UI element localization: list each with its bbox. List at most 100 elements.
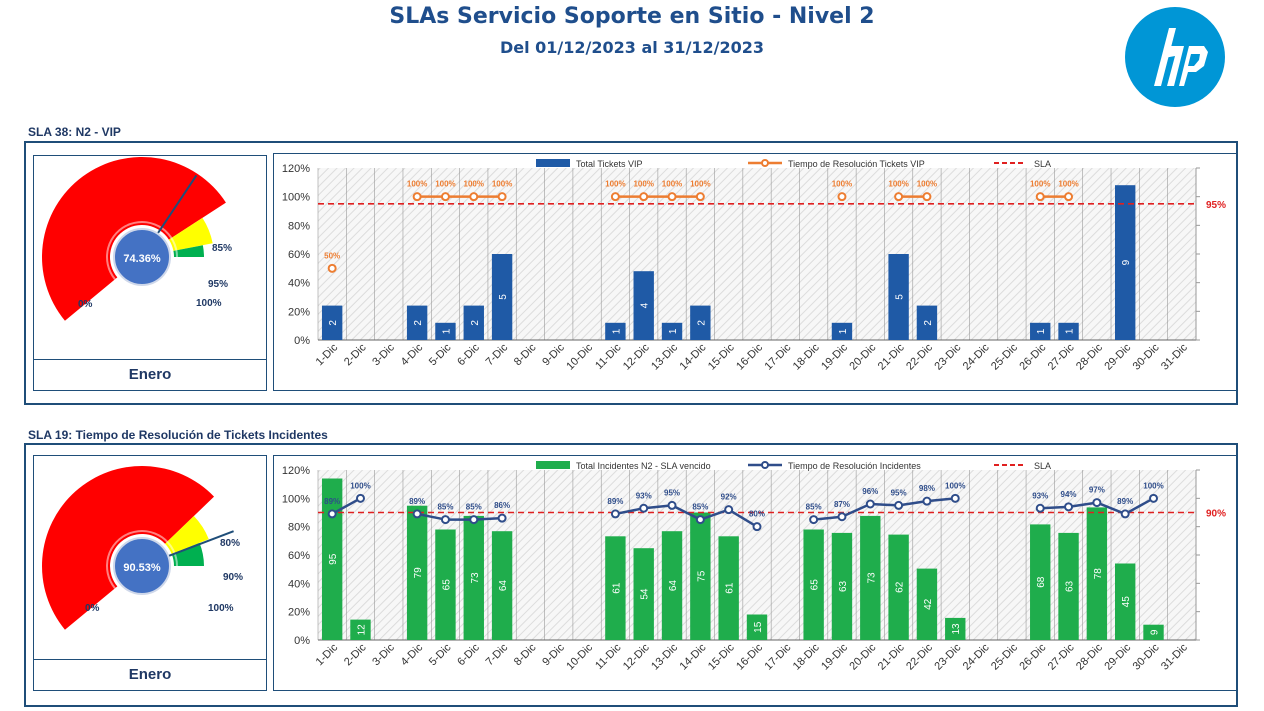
sla19-xtick-label: 24-Dic bbox=[961, 641, 992, 672]
sla19-bar-label: 62 bbox=[895, 581, 906, 593]
sla19-line-label: 85% bbox=[692, 503, 708, 512]
sla19-line-segment bbox=[1040, 505, 1069, 510]
sla38-bar bbox=[491, 254, 513, 340]
sla19-line-segment bbox=[416, 512, 446, 521]
sla38-legend-line-marker bbox=[761, 159, 769, 167]
sla19-line-label: 89% bbox=[1117, 497, 1133, 506]
sla19-xtick-label: 27-Dic bbox=[1046, 641, 1077, 672]
sla38-xtick-label: 22-Dic bbox=[904, 341, 935, 372]
sla19-line-segment bbox=[1124, 497, 1155, 516]
sla38-chart: 0% 20% 40% 60% 80% 100% 120% 1-Dic 2-Dic 3-Dic 4-D… bbox=[282, 159, 1226, 373]
sla38-line-label: 100% bbox=[690, 180, 710, 189]
sla19-line-point bbox=[1092, 498, 1102, 508]
sla19-bar-label: 63 bbox=[838, 580, 849, 592]
sla38-legend-line-label: Tiempo de Resolución Tickets VIP bbox=[788, 159, 925, 169]
sla19-bar bbox=[1058, 532, 1079, 640]
sla38-xtick-label: 7-Dic bbox=[484, 341, 511, 368]
sla19-xtick-label: 17-Dic bbox=[762, 641, 793, 672]
sla38-bar-label: 1 bbox=[1065, 328, 1076, 334]
sla38-line-label: 100% bbox=[464, 180, 484, 189]
sla19-bar bbox=[321, 478, 343, 640]
sla38-ytick-label: 0% bbox=[294, 335, 310, 347]
sla38-line-label: 100% bbox=[492, 180, 512, 189]
sla38-xtick-label: 14-Dic bbox=[678, 341, 709, 372]
sla38-xtick-label: 2-Dic bbox=[342, 341, 369, 368]
sla19-line-label: 100% bbox=[1143, 481, 1163, 490]
sla38-gauge-yellow-zone bbox=[168, 217, 213, 251]
sla38-xtick-label: 15-Dic bbox=[706, 341, 737, 372]
sla19-xtick-label: 4-Dic bbox=[399, 641, 426, 668]
sla19-bar bbox=[605, 536, 626, 640]
sla19-bar-label: 64 bbox=[668, 580, 679, 592]
sla38-xtick-label: 16-Dic bbox=[734, 341, 765, 372]
sla19-line-label: 89% bbox=[409, 497, 425, 506]
sla19-line-label: 87% bbox=[834, 500, 850, 509]
sla19-ytick-label: 100% bbox=[282, 493, 310, 505]
sla19-xtick-label: 28-Dic bbox=[1074, 641, 1105, 672]
sla19-mark-high: 100% bbox=[208, 603, 234, 614]
sla19-xtick-label: 21-Dic bbox=[876, 641, 907, 672]
page-subtitle: Del 01/12/2023 al 31/12/2023 bbox=[499, 38, 765, 57]
sla38-line-label: 50% bbox=[324, 251, 340, 260]
sla38-bar-label: 1 bbox=[611, 328, 622, 334]
sla19-bar-label: 68 bbox=[1036, 576, 1047, 588]
sla19-ytick-label: 120% bbox=[282, 465, 310, 477]
sla38-bar-label: 1 bbox=[668, 328, 679, 334]
sla19-bar-label: 79 bbox=[413, 567, 424, 579]
sla38-bar bbox=[321, 305, 343, 340]
sla19-bar bbox=[435, 529, 456, 640]
sla19-xtick-label: 23-Dic bbox=[932, 641, 963, 672]
sla19-line-label: 100% bbox=[350, 481, 370, 490]
sla38-line-point bbox=[1035, 192, 1045, 202]
sla19-bar-label: 75 bbox=[696, 570, 707, 582]
sla38-bar-label: 9 bbox=[1121, 259, 1132, 265]
sla38-bar-label: 2 bbox=[328, 320, 339, 326]
sla19-bar-label: 45 bbox=[1121, 596, 1132, 608]
sla19-bar-label: 13 bbox=[951, 623, 962, 635]
sla38-xtick-label: 11-Dic bbox=[593, 341, 624, 372]
sla38-xtick-label: 1-Dic bbox=[314, 341, 341, 368]
sla38-gauge-center bbox=[113, 228, 171, 286]
sla19-xtick-label: 16-Dic bbox=[734, 641, 765, 672]
sla19-bar-label: 63 bbox=[1065, 580, 1076, 592]
sla19-mark-low: 80% bbox=[220, 538, 240, 549]
sla19-chart-box: 0% 20% 40% 60% 80% 100% 120% 1-Dic 2-Dic 3-Dic 4-D… bbox=[273, 455, 1237, 691]
sla38-gauge-arcs bbox=[41, 156, 226, 321]
sla19-line-segment bbox=[926, 497, 956, 503]
sla38-bar bbox=[661, 322, 683, 340]
sla19-bar-label: 9 bbox=[1150, 629, 1161, 635]
sla19-line-point bbox=[1035, 503, 1045, 513]
sla38-xtick-label: 21-Dic bbox=[876, 341, 907, 372]
sla19-line-point bbox=[327, 509, 337, 519]
sla38-gauge-month: Enero bbox=[34, 359, 266, 390]
sla38-ytick-label: 20% bbox=[288, 306, 310, 318]
sla19-xtick-label: 11-Dic bbox=[593, 641, 624, 672]
sla19-line-point bbox=[1064, 502, 1074, 512]
sla38-xtick-label: 18-Dic bbox=[791, 341, 822, 372]
sla19-panel bbox=[24, 443, 1238, 707]
sla19-xtick-label: 22-Dic bbox=[904, 641, 935, 672]
sla19-line-point bbox=[724, 505, 734, 515]
sla19-ytick-label: 40% bbox=[288, 578, 310, 590]
sla19-bar bbox=[1086, 507, 1108, 640]
sla38-bar-label: 2 bbox=[470, 320, 481, 326]
sla19-xtick-label: 26-Dic bbox=[1017, 641, 1048, 672]
sla19-line-point bbox=[837, 512, 847, 522]
sla38-line-point bbox=[894, 192, 904, 202]
sla19-xtick-label: 1-Dic bbox=[314, 641, 341, 668]
sla19-bar bbox=[860, 515, 881, 640]
sla19-line-label: 95% bbox=[891, 488, 907, 497]
sla19-label: SLA 19: Tiempo de Resolución de Tickets … bbox=[28, 428, 328, 442]
sla19-legend-line-label: Tiempo de Resolución Incidentes bbox=[788, 461, 921, 471]
sla19-xtick-label: 10-Dic bbox=[564, 641, 595, 672]
sla38-ytick-label: 60% bbox=[288, 249, 310, 261]
sla19-line-point bbox=[950, 493, 960, 503]
sla19-gauge-month: Enero bbox=[34, 659, 266, 690]
sla19-xtick-label: 31-Dic bbox=[1159, 641, 1190, 672]
sla38-chart-box: 0% 20% 40% 60% 80% 100% 120% 1-Dic 2-Dic 3-Dic 4-D… bbox=[273, 153, 1237, 391]
sla19-line-segment bbox=[699, 508, 730, 521]
sla19-xtick-label: 29-Dic bbox=[1102, 641, 1133, 672]
sla19-bar-label: 61 bbox=[611, 582, 622, 594]
sla19-bar bbox=[463, 515, 484, 640]
sla38-gauge-green-zone bbox=[173, 245, 204, 257]
